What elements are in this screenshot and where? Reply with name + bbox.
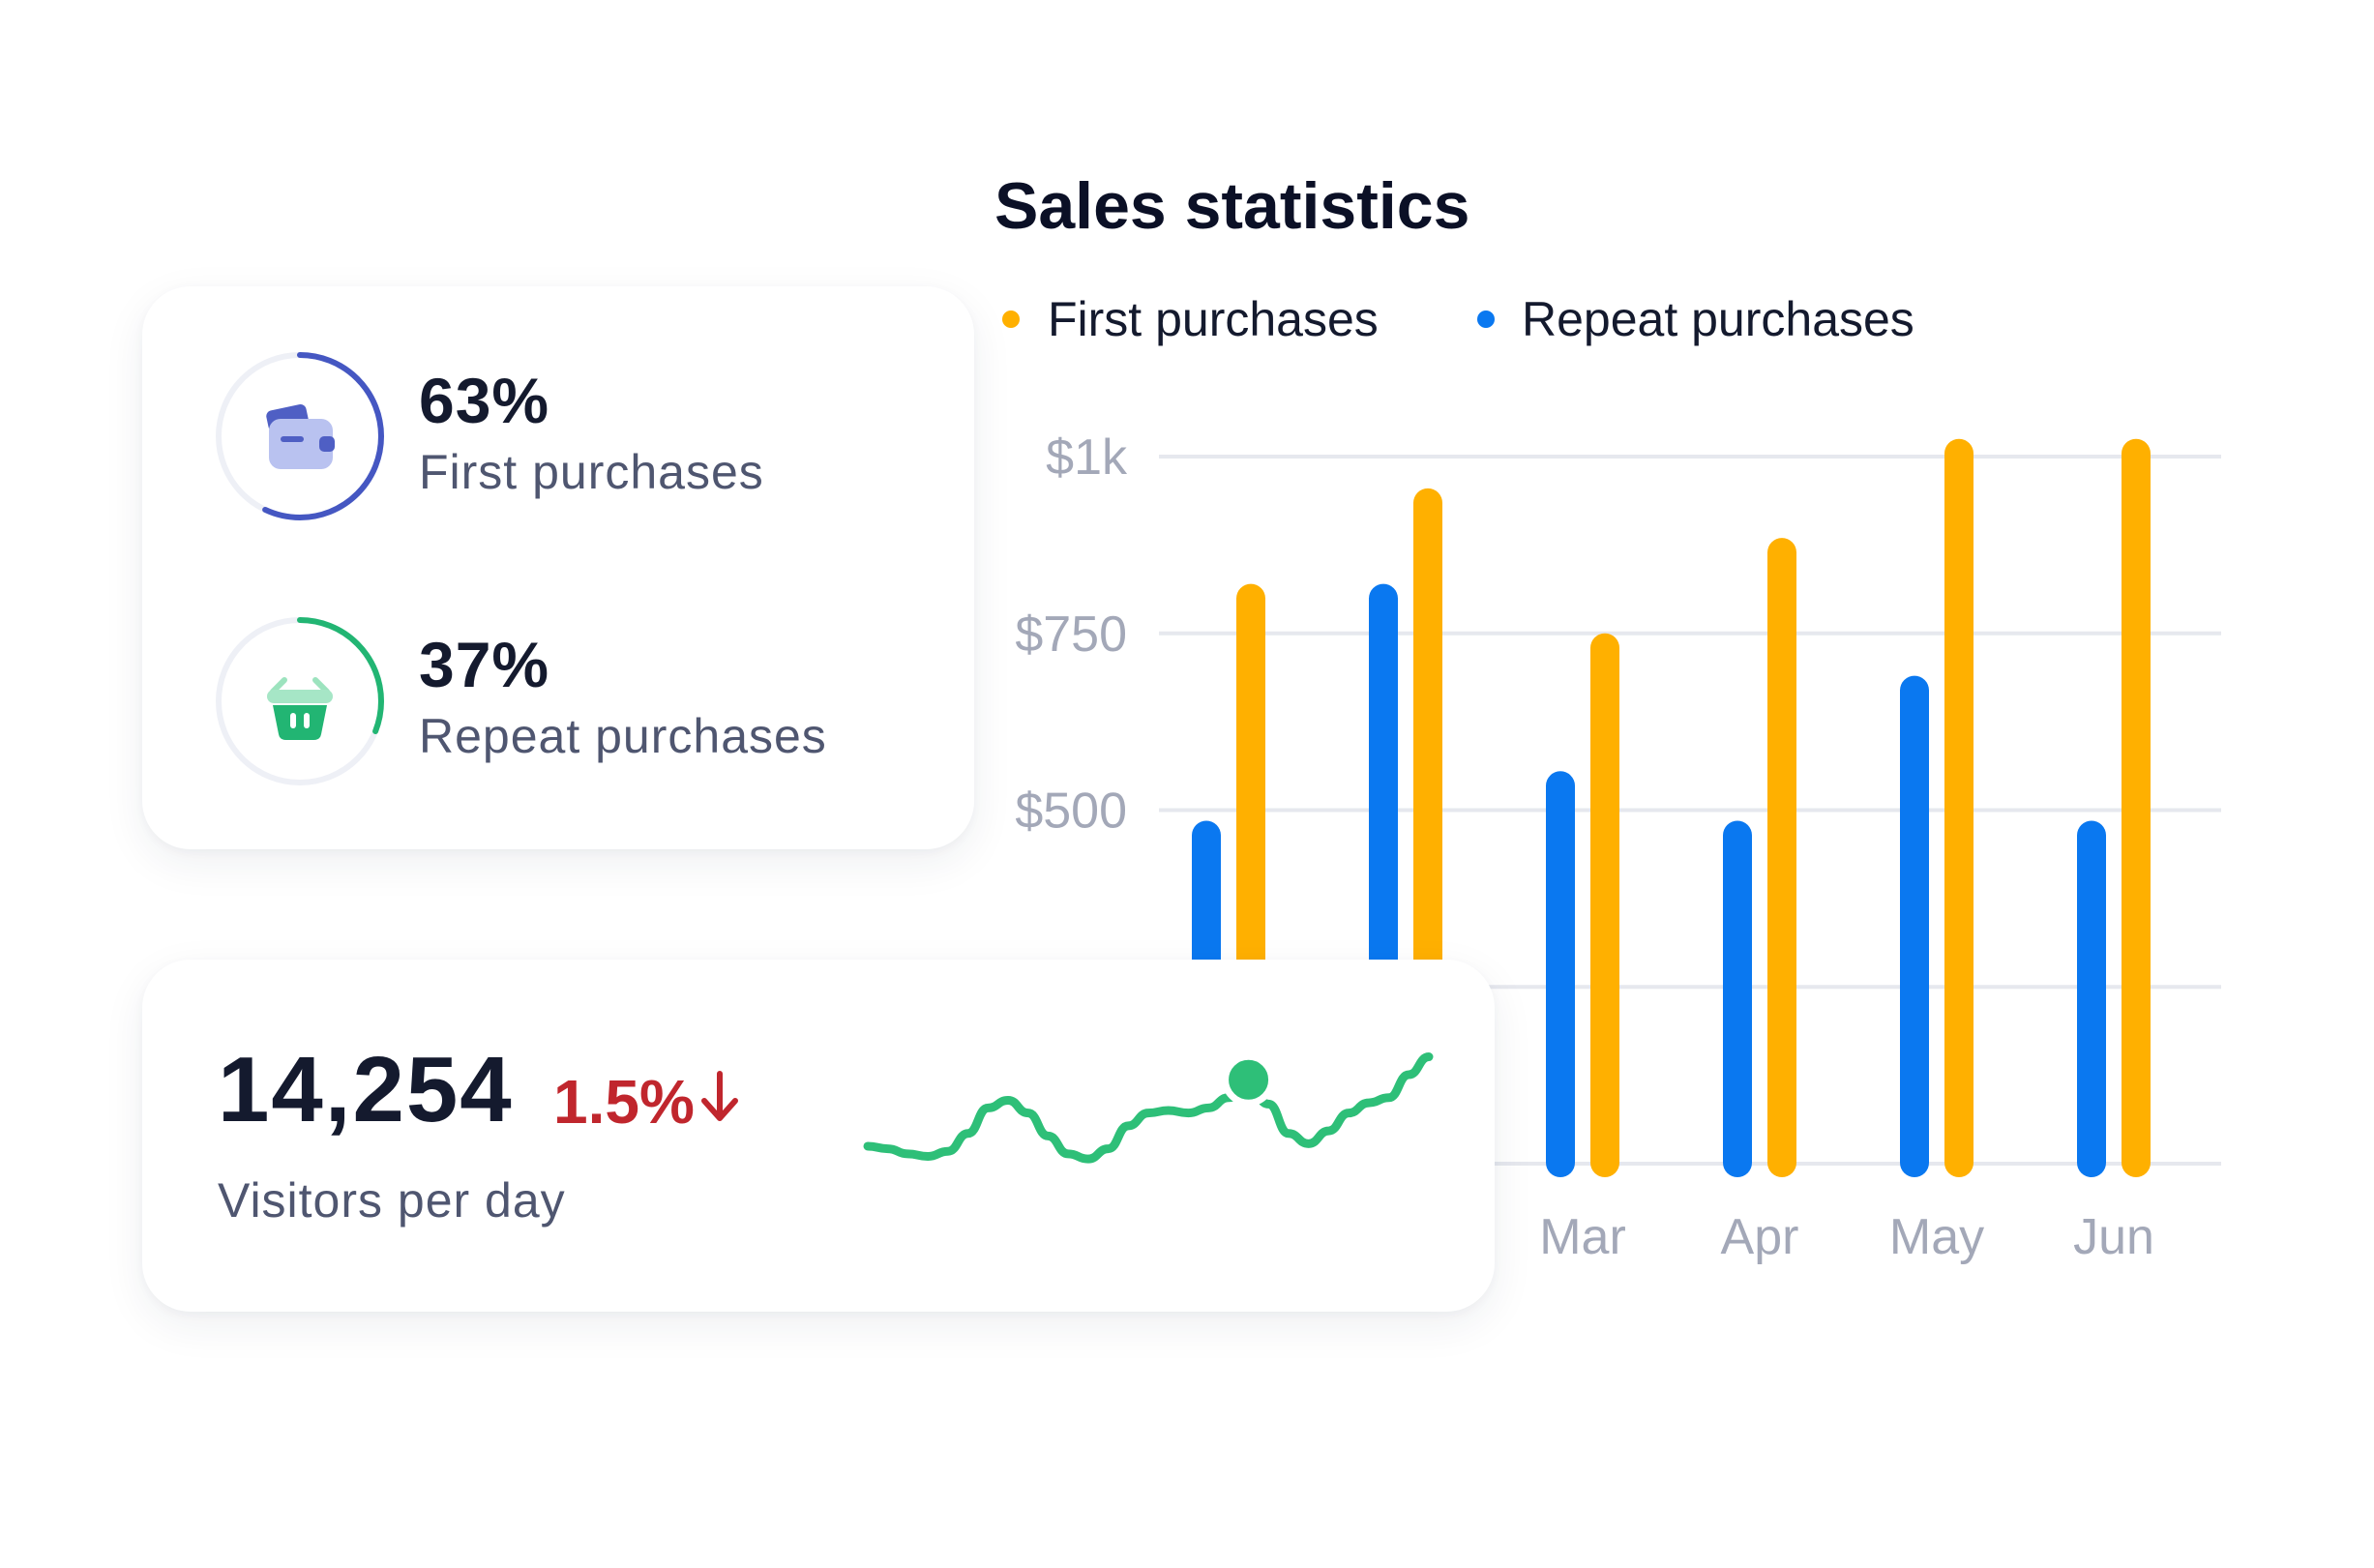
x-tick-label-may: May [1889,1209,1984,1265]
legend-dot-1 [1002,311,1020,328]
x-tick-label-apr: Apr [1721,1209,1799,1265]
basket-icon [267,677,333,740]
purchase-split-card: 63% First purchases 37% Repeat purchases [142,286,974,849]
chart-title: Sales statistics [994,169,1469,243]
legend-label-1: First purchases [1048,292,1379,346]
sparkline-marker [1222,1052,1276,1107]
legend-dot-2 [1477,311,1495,328]
repeat-purchases-value: 37% [419,629,550,700]
y-tick-label-1: $1k [1046,429,1128,486]
bar-repeat-apr [1723,820,1752,1177]
bar-repeat-may [1900,675,1929,1177]
bar-first-may [1944,438,1973,1178]
bar-first-mar [1590,633,1619,1177]
chart-legend: First purchases Repeat purchases [1002,292,1914,346]
sparkline-line [863,1052,1434,1164]
first-purchases-ring [213,349,387,523]
visitors-card: 14,254 1.5% Visitors per day [142,960,1495,1312]
bar-repeat-jun [2077,820,2106,1177]
repeat-ring-progress [216,617,384,785]
bar-repeat-mar [1546,771,1575,1177]
y-tick-label-2: $750 [1015,606,1127,663]
x-tick-label-jun: Jun [2073,1209,2154,1265]
visitors-sparkline [863,1052,1434,1164]
visitors-change: 1.5% [553,1067,695,1137]
wallet-icon [266,403,335,469]
repeat-purchases-label: Repeat purchases [419,709,827,763]
first-ring-progress [216,352,384,520]
visitors-value: 14,254 [218,1038,514,1141]
bar-first-jun [2122,438,2151,1178]
first-purchases-value: 63% [419,365,550,436]
y-tick-label-3: $500 [1015,784,1127,840]
legend-label-2: Repeat purchases [1522,292,1914,346]
first-purchases-label: First purchases [419,445,764,499]
bar-first-apr [1767,538,1796,1177]
arrow-down-icon [701,1071,738,1121]
repeat-purchases-ring [213,614,387,788]
visitors-label: Visitors per day [218,1173,566,1228]
x-tick-label-mar: Mar [1539,1209,1626,1265]
